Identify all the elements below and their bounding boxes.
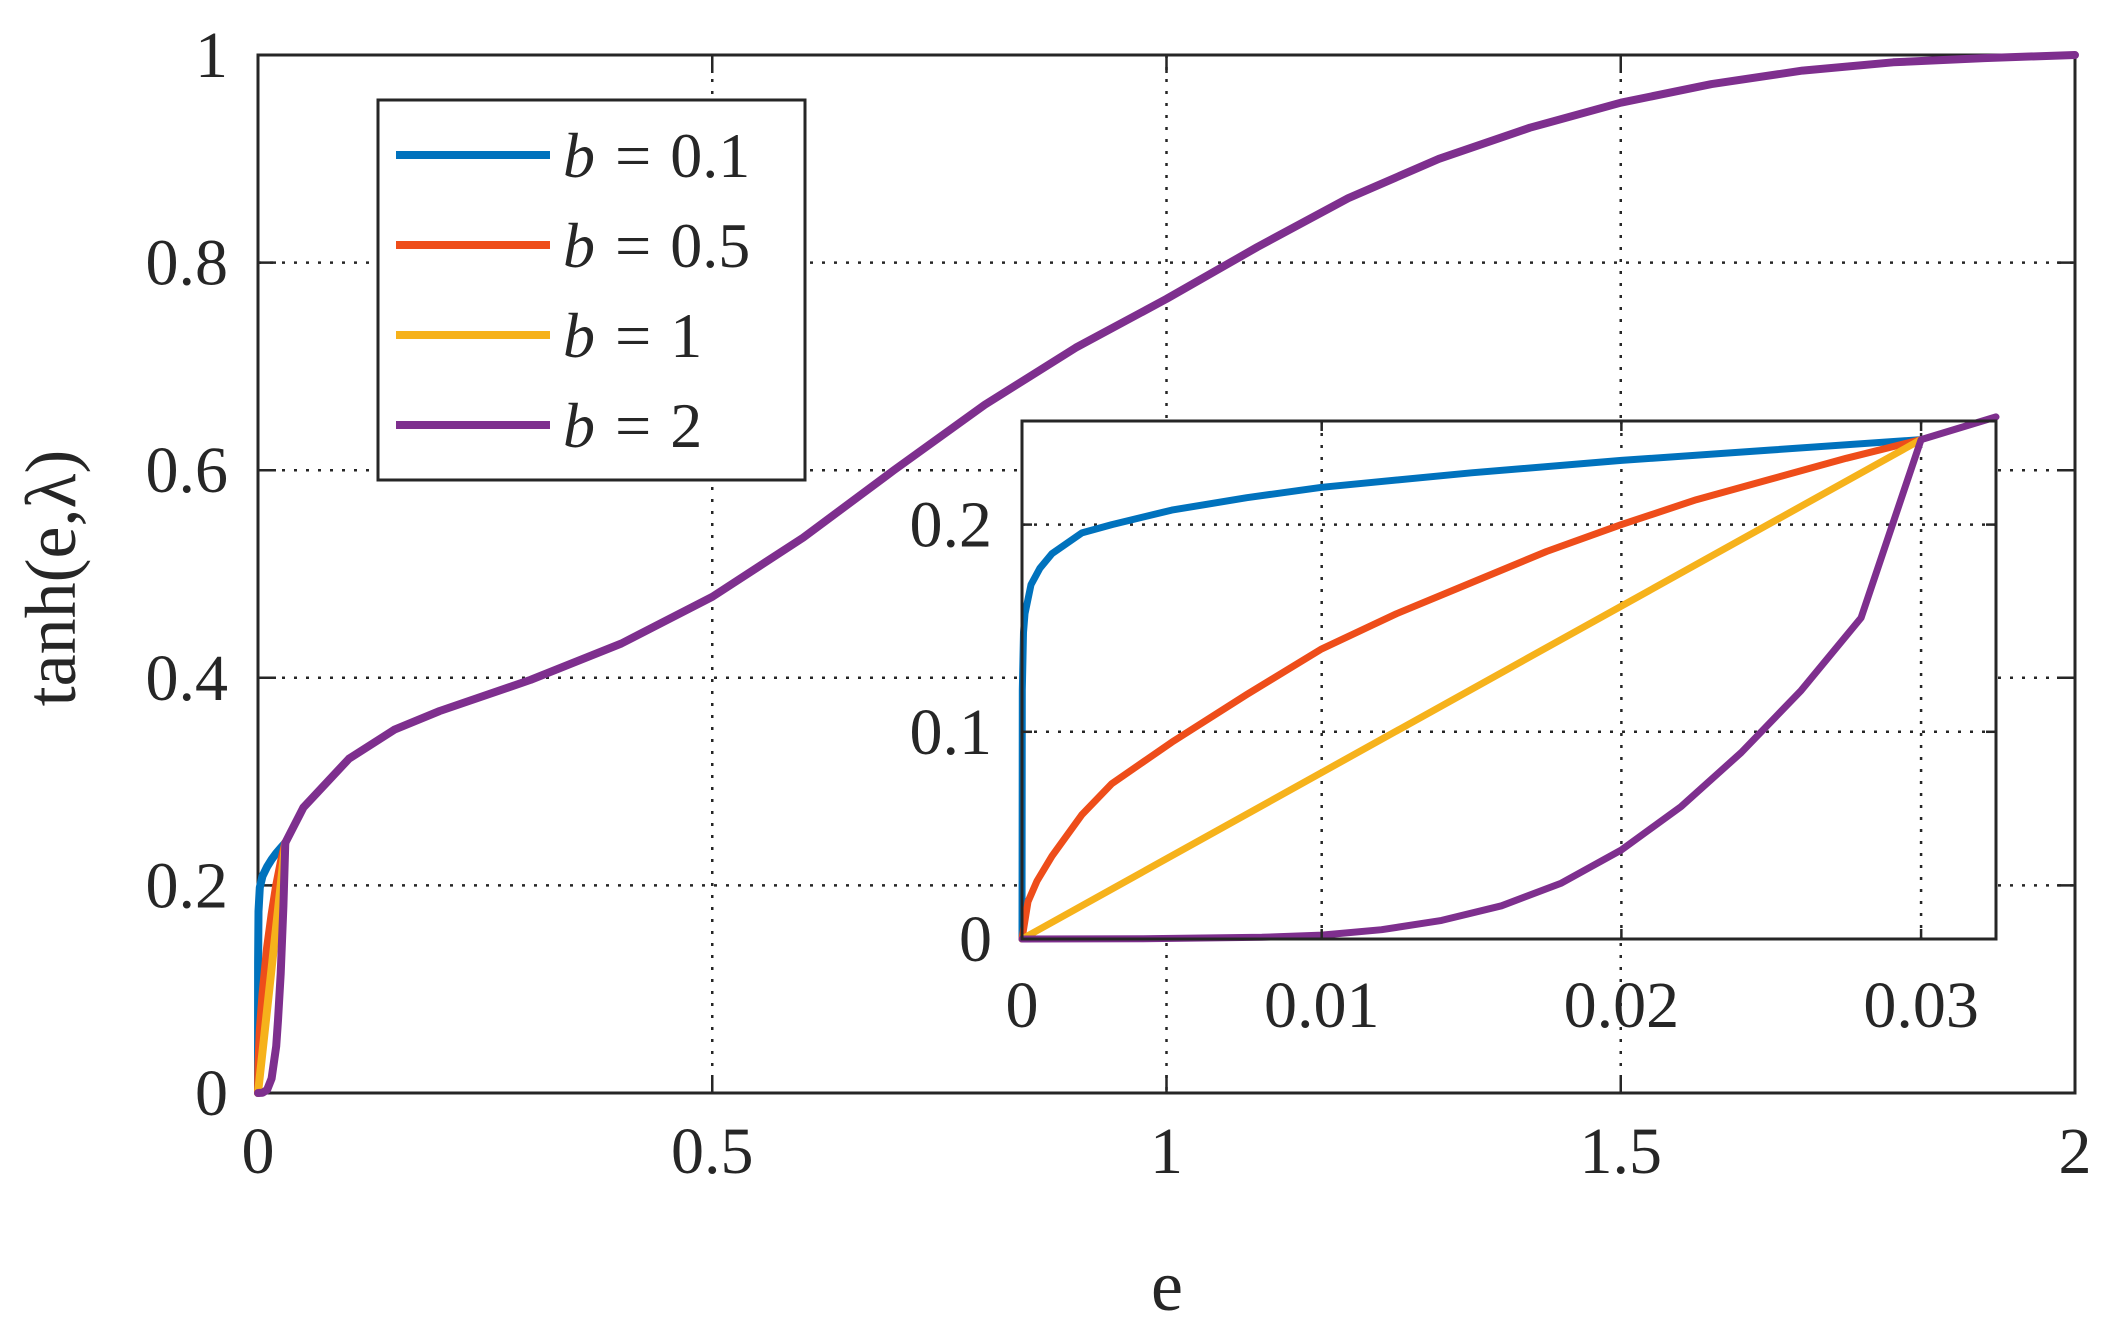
y-axis-title: tanh(e,λ) xyxy=(11,450,91,707)
inset-frame xyxy=(1020,419,1998,941)
legend-label: b = 0.5 xyxy=(563,210,750,281)
legend-label: b = 0.1 xyxy=(563,120,750,191)
inset-ytick-label: 0.1 xyxy=(910,696,993,769)
inset-tick-labels: 0 0.01 0.02 0.03 0 0.1 0.2 xyxy=(910,489,1979,1042)
x-axis-title: e xyxy=(1151,1246,1183,1326)
inset-series-line xyxy=(1018,436,1925,943)
legend: b = 0.1 b = 0.5 b = 1 b = 2 xyxy=(376,98,807,482)
main-ytick-label: 0 xyxy=(195,1057,228,1130)
main-xtick-label: 2 xyxy=(2059,1115,2092,1188)
inset-xtick-label: 0 xyxy=(1006,969,1039,1042)
inset-grid xyxy=(1022,421,1996,939)
inset-xtick-label: 0.01 xyxy=(1264,969,1380,1042)
inset-series-line xyxy=(1018,413,2000,943)
legend-label: b = 2 xyxy=(563,390,702,461)
inset-series-line xyxy=(1018,436,1925,943)
main-series-line xyxy=(254,838,290,1097)
main-ytick-label: 0.8 xyxy=(146,227,229,300)
inset-plot: 0 0.01 0.02 0.03 0 0.1 0.2 xyxy=(910,413,2000,1042)
main-ytick-label: 1 xyxy=(195,19,228,92)
main-tick-labels: 0 0.5 1 1.5 2 0 0.2 0.4 0.6 0.8 1 xyxy=(146,19,2092,1188)
inset-ytick-label: 0 xyxy=(959,903,992,976)
main-ytick-label: 0.6 xyxy=(146,434,229,507)
inset-series-line xyxy=(1018,436,1925,943)
main-xtick-label: 0.5 xyxy=(671,1115,754,1188)
main-series-line xyxy=(254,51,2079,1097)
inset-xtick-label: 0.03 xyxy=(1863,969,1979,1042)
legend-label: b = 1 xyxy=(563,300,702,371)
main-ytick-label: 0.4 xyxy=(146,642,229,715)
main-frame xyxy=(256,53,2077,1095)
inset-xtick-label: 0.02 xyxy=(1564,969,1680,1042)
main-series xyxy=(254,51,2079,1097)
inset-series xyxy=(1018,413,2000,943)
main-xtick-label: 1.5 xyxy=(1580,1115,1663,1188)
main-ytick-label: 0.2 xyxy=(146,849,229,922)
legend-box xyxy=(376,98,807,482)
inset-ytick-label: 0.2 xyxy=(910,489,993,562)
inset-axes xyxy=(1020,419,1998,941)
main-xtick-label: 0 xyxy=(242,1115,275,1188)
main-xtick-label: 1 xyxy=(1150,1115,1183,1188)
